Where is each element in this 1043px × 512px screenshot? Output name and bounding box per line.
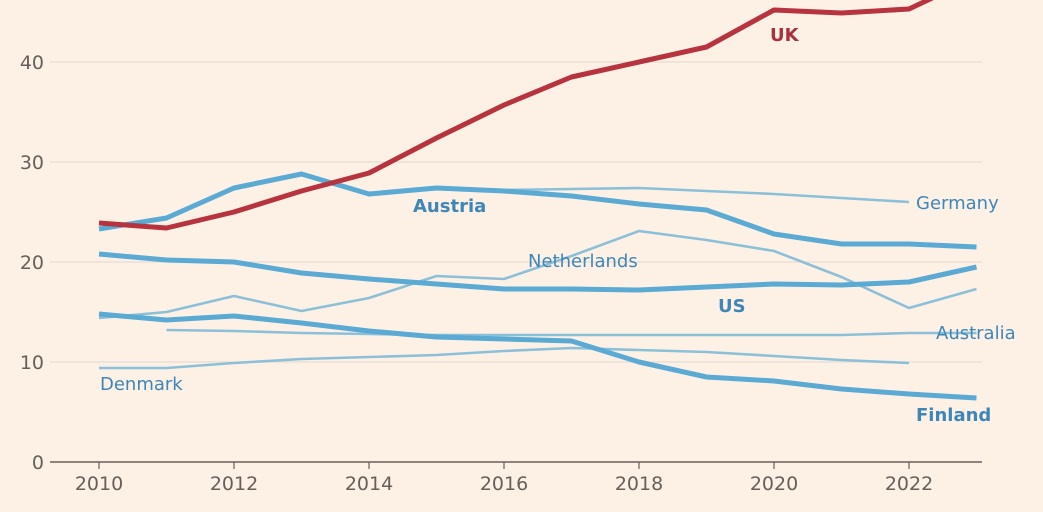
x-tick-label: 2016: [480, 473, 528, 495]
y-tick-label: 10: [20, 352, 44, 374]
label-austria: Austria: [413, 196, 486, 217]
series-lines: [98, 0, 978, 401]
y-tick-label: 20: [20, 252, 44, 274]
series-labels: UK Austria Germany Netherlands US Austra…: [100, 25, 1016, 426]
x-tick-label: 2018: [615, 473, 663, 495]
y-tick-label: 0: [32, 452, 44, 474]
label-netherlands: Netherlands: [528, 251, 638, 272]
y-tick-label: 30: [20, 152, 44, 174]
label-finland: Finland: [916, 405, 991, 426]
y-axis: 0 10 20 30 40: [20, 52, 44, 474]
label-denmark: Denmark: [100, 374, 183, 395]
series-line-austria: [98, 171, 977, 250]
x-tick-label: 2014: [345, 473, 393, 495]
series-line-denmark: [99, 346, 910, 370]
x-tick-label: 2010: [75, 473, 123, 495]
x-tick-label: 2022: [885, 473, 933, 495]
series-line-finland: [98, 311, 977, 401]
series-line-netherlands: [98, 229, 977, 320]
label-us: US: [718, 296, 746, 317]
x-axis: 2010 2012 2014 2016 2018 2020 2022: [50, 461, 982, 495]
label-germany: Germany: [916, 193, 999, 214]
x-tick-label: 2012: [210, 473, 258, 495]
series-line-uk: [98, 0, 934, 231]
y-tick-label: 40: [20, 52, 44, 74]
x-tick-label: 2020: [750, 473, 798, 495]
label-australia: Australia: [936, 323, 1016, 344]
label-uk: UK: [770, 25, 800, 46]
series-line-us: [98, 251, 978, 293]
series-line-australia: [166, 328, 977, 337]
